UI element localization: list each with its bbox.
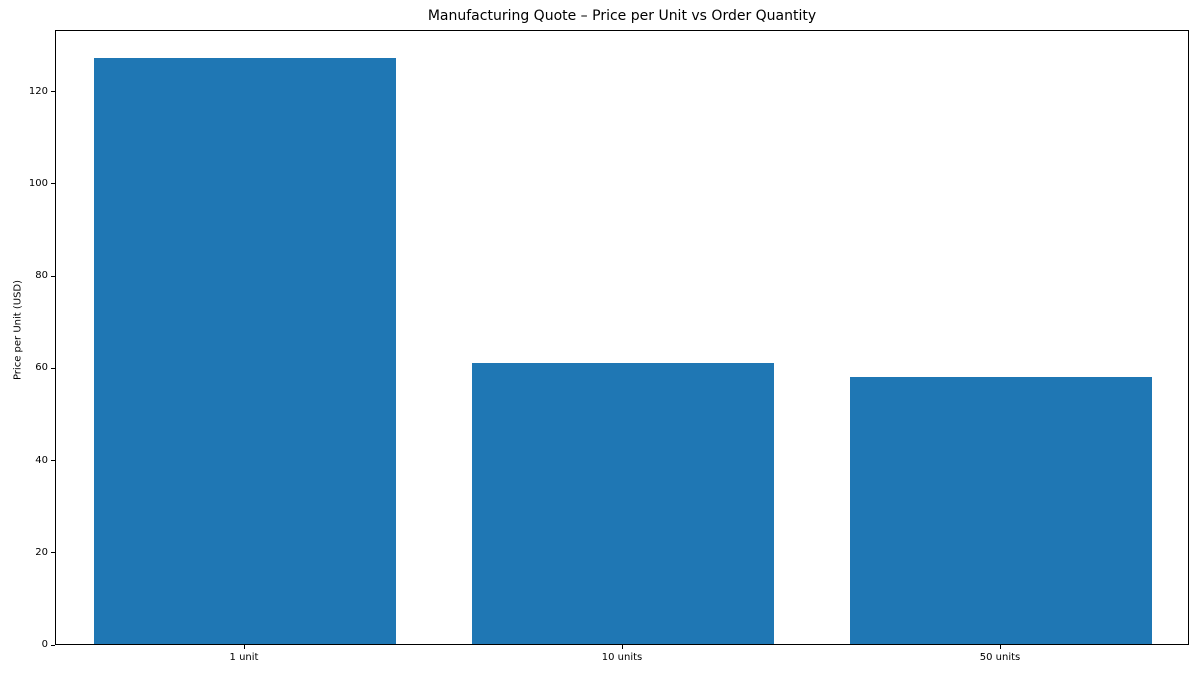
- y-tick-label: 80: [35, 270, 48, 282]
- y-tick-label: 100: [28, 177, 48, 189]
- bar-50-units: [849, 376, 1153, 644]
- x-tick-mark: [999, 645, 1001, 649]
- x-tick-label: 50 units: [979, 652, 1021, 663]
- bar-1-unit: [93, 58, 397, 644]
- x-tick-mark: [243, 645, 245, 649]
- x-tick-label: 10 units: [601, 652, 643, 663]
- bar-10-units: [471, 362, 775, 644]
- y-tick-mark: [51, 183, 55, 185]
- y-tick-label: 40: [35, 454, 48, 466]
- y-tick-mark: [51, 275, 55, 277]
- y-tick-mark: [51, 367, 55, 369]
- y-tick-label: 60: [35, 362, 48, 374]
- plot-area: [55, 30, 1189, 645]
- y-tick-mark: [51, 552, 55, 554]
- y-tick-mark: [51, 460, 55, 462]
- x-tick-label: 1 unit: [229, 652, 259, 663]
- y-tick-label: 20: [35, 546, 48, 558]
- y-tick-mark: [51, 91, 55, 93]
- y-tick-label: 0: [41, 639, 48, 650]
- y-tick-mark: [51, 644, 55, 646]
- x-tick-mark: [621, 645, 623, 649]
- y-tick-label: 120: [28, 85, 48, 97]
- chart-title: Manufacturing Quote – Price per Unit vs …: [427, 8, 817, 24]
